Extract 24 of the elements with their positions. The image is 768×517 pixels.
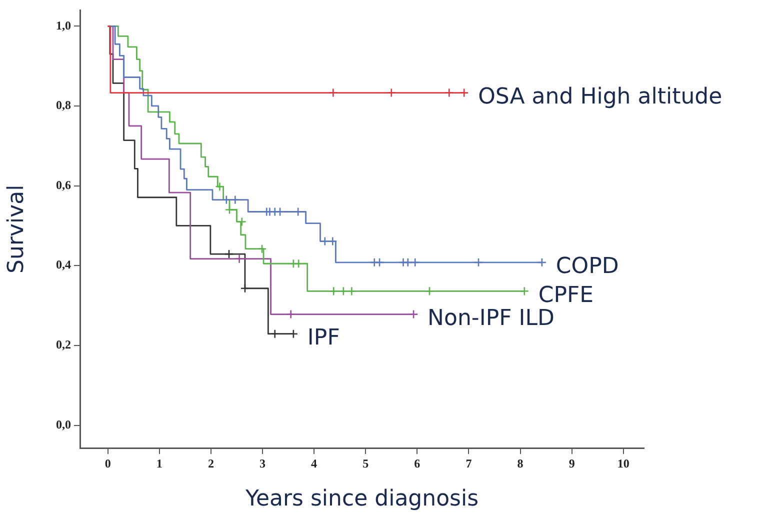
series-label: CPFE (538, 282, 594, 308)
y-tick-label: 0,2 (56, 338, 71, 352)
series-label: COPD (556, 254, 619, 280)
x-tick-label: 0 (104, 456, 111, 470)
x-tick-label: 7 (466, 456, 472, 470)
x-tick-label: 4 (311, 456, 318, 470)
y-axis-title: Survival (4, 184, 29, 274)
x-tick-label: 5 (362, 456, 369, 470)
series-label: Non-IPF ILD (428, 306, 554, 332)
x-tick-label: 9 (568, 456, 575, 470)
series-label: OSA and High altitude (478, 84, 722, 110)
x-tick-label: 10 (617, 456, 630, 470)
y-tick-label: 0,6 (56, 178, 71, 192)
x-tick-label: 6 (414, 456, 420, 470)
x-tick-label: 8 (517, 456, 524, 470)
x-axis-title: Years since diagnosis (244, 486, 479, 512)
y-tick-label: 0,0 (56, 417, 71, 432)
y-tick-label: 1,0 (56, 18, 71, 32)
y-tick-label: 0,8 (56, 98, 71, 112)
y-tick-label: 0,4 (56, 258, 71, 272)
series-label: IPF (307, 326, 340, 351)
x-tick-label: 3 (260, 456, 266, 470)
x-tick-label: 2 (208, 456, 214, 470)
x-tick-label: 1 (156, 456, 162, 470)
